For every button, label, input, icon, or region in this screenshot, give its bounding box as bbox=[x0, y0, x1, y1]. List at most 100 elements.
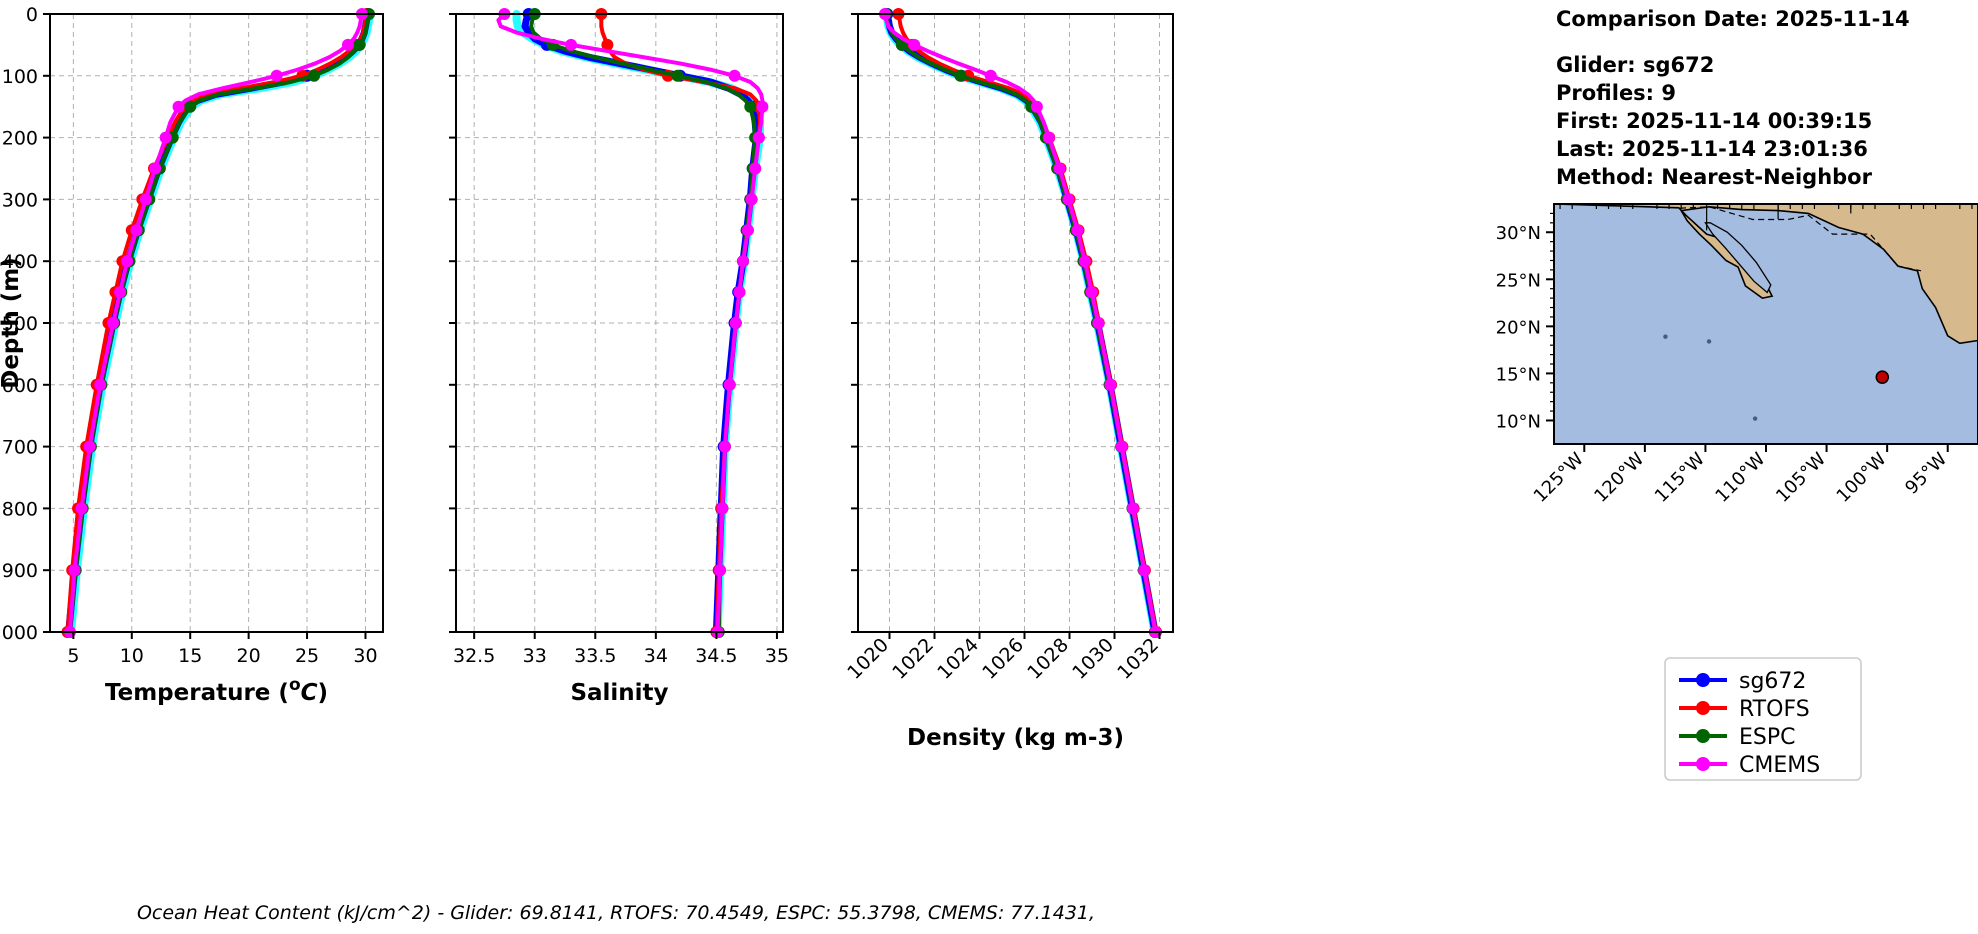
y-tick-label: 400 bbox=[2, 251, 38, 273]
map-lat-label: 10°N bbox=[1496, 411, 1541, 432]
y-tick-label: 900 bbox=[2, 560, 38, 582]
series-marker-CMEMS bbox=[114, 286, 127, 299]
map-island bbox=[1706, 339, 1712, 344]
info-comparison-date: Comparison Date: 2025-11-14 bbox=[1556, 7, 1910, 31]
series-marker-CMEMS bbox=[1071, 224, 1084, 237]
x-tick-label: 5 bbox=[67, 645, 79, 667]
x-tick-label: 34 bbox=[644, 645, 668, 667]
legend-item-sg672[interactable]: sg672 bbox=[1679, 669, 1806, 694]
series-marker-CMEMS bbox=[908, 38, 921, 51]
y-tick-label: 100 bbox=[2, 66, 38, 88]
legend-marker-swatch bbox=[1696, 757, 1710, 771]
series-marker-ESPC bbox=[308, 69, 321, 82]
series-marker-CMEMS bbox=[729, 317, 742, 329]
y-tick-label: 1000 bbox=[0, 622, 38, 644]
series-marker-CMEMS bbox=[130, 224, 143, 237]
info-panel: Comparison Date: 2025-11-14 Glider: sg672… bbox=[1556, 7, 1910, 189]
legend-item-ESPC[interactable]: ESPC bbox=[1679, 725, 1796, 750]
map-island bbox=[1752, 416, 1758, 421]
series-marker-CMEMS bbox=[1126, 502, 1139, 515]
series-marker-CMEMS bbox=[341, 38, 354, 51]
series-marker-CMEMS bbox=[270, 69, 283, 82]
legend-label: ESPC bbox=[1739, 725, 1796, 750]
map-gulf-of-california bbox=[1704, 222, 1772, 294]
series-marker-RTOFS bbox=[601, 38, 614, 51]
x-tick-label: 1030 bbox=[1068, 634, 1118, 684]
glider-location-marker[interactable] bbox=[1875, 370, 1890, 384]
figure-caption: Ocean Heat Content (kJ/cm^2) - Glider: 6… bbox=[137, 902, 1095, 924]
x-tick-label: 25 bbox=[295, 645, 319, 667]
series-marker-CMEMS bbox=[139, 193, 152, 206]
series-marker-ESPC bbox=[671, 69, 684, 82]
series-group bbox=[496, 8, 769, 638]
x-tick-label: 30 bbox=[353, 645, 377, 667]
map-border-usa-mexico bbox=[1679, 206, 1922, 272]
x-tick-label: 15 bbox=[178, 645, 202, 667]
series-marker-CMEMS bbox=[159, 131, 172, 144]
x-tick-label: 1032 bbox=[1113, 634, 1163, 684]
x-tick-label: 1028 bbox=[1023, 634, 1073, 684]
map-lon-label: 115°W bbox=[1651, 449, 1709, 507]
y-tick-label: 300 bbox=[2, 189, 38, 211]
series-marker-CMEMS bbox=[94, 378, 107, 391]
y-tick-label: 500 bbox=[2, 313, 38, 335]
legend-box bbox=[1664, 657, 1862, 781]
series-marker-CMEMS bbox=[718, 440, 731, 453]
legend-marker-swatch bbox=[1696, 673, 1710, 687]
series-marker-CMEMS bbox=[984, 69, 997, 82]
map-lon-label: 95°W bbox=[1901, 449, 1951, 499]
legend-item-CMEMS[interactable]: CMEMS bbox=[1679, 753, 1820, 778]
x-tick-label: 20 bbox=[237, 645, 261, 667]
series-marker-CMEMS bbox=[1042, 131, 1055, 144]
series-marker-CMEMS bbox=[565, 38, 578, 51]
series-marker-CMEMS bbox=[1104, 378, 1117, 391]
legend-marker-swatch bbox=[1696, 729, 1710, 743]
series-marker-CMEMS bbox=[1138, 564, 1151, 577]
legend-item-RTOFS[interactable]: RTOFS bbox=[1679, 697, 1810, 722]
series-marker-ESPC bbox=[353, 38, 366, 51]
series-marker-CMEMS bbox=[723, 378, 736, 391]
plot-panel-1: 32.5 33 33.5 34 34.5 35 Salinity bbox=[449, 8, 789, 706]
y-tick-label: 700 bbox=[2, 437, 38, 459]
x-tick-label: 1026 bbox=[978, 634, 1028, 684]
info-glider: Glider: sg672 bbox=[1556, 53, 1714, 77]
location-map: 30°N 25°N 20°N 15°N 10°N 125°W 120°W 115°W 110°W… bbox=[1496, 203, 1978, 507]
series-marker-CMEMS bbox=[75, 502, 88, 515]
x-axis-title: Salinity bbox=[570, 680, 668, 706]
series-marker-CMEMS bbox=[733, 286, 746, 299]
map-lon-label: 105°W bbox=[1772, 449, 1830, 507]
x-tick-label: 10 bbox=[120, 645, 144, 667]
info-profiles: Profiles: 9 bbox=[1556, 81, 1676, 105]
x-tick-label: 34.5 bbox=[695, 645, 737, 667]
series-marker-CMEMS bbox=[68, 564, 81, 577]
info-method: Method: Nearest-Neighbor bbox=[1556, 165, 1873, 189]
series-marker-ESPC bbox=[954, 69, 967, 82]
series-marker-CMEMS bbox=[172, 100, 185, 113]
map-island bbox=[1663, 334, 1668, 339]
series-marker-CMEMS bbox=[749, 162, 762, 175]
legend: sg672 RTOFS ESPC CMEMS bbox=[1664, 657, 1862, 781]
info-last: Last: 2025-11-14 23:01:36 bbox=[1556, 137, 1868, 161]
map-lat-label: 30°N bbox=[1496, 223, 1541, 244]
legend-marker-swatch bbox=[1696, 701, 1710, 715]
series-marker-ESPC bbox=[744, 100, 757, 113]
x-axis-title: Temperature (oC) bbox=[105, 675, 328, 706]
map-land-group bbox=[1554, 204, 1978, 421]
x-tick-label: 33 bbox=[523, 645, 547, 667]
map-lon-label: 125°W bbox=[1530, 449, 1588, 507]
y-tick-label: 0 bbox=[26, 4, 38, 26]
series-line-CMEMS bbox=[496, 12, 765, 634]
grid bbox=[50, 13, 383, 633]
series-marker-CMEMS bbox=[1085, 286, 1098, 299]
series-marker-CMEMS bbox=[737, 255, 750, 268]
map-lat-label: 15°N bbox=[1496, 364, 1541, 385]
grid bbox=[858, 13, 1173, 633]
y-tick-label: 600 bbox=[2, 375, 38, 397]
y-tick-label: 800 bbox=[2, 498, 38, 520]
x-tick-label: 32.5 bbox=[453, 645, 495, 667]
map-lat-label: 20°N bbox=[1496, 317, 1541, 338]
series-marker-CMEMS bbox=[1030, 100, 1043, 113]
legend-label: CMEMS bbox=[1739, 753, 1820, 778]
